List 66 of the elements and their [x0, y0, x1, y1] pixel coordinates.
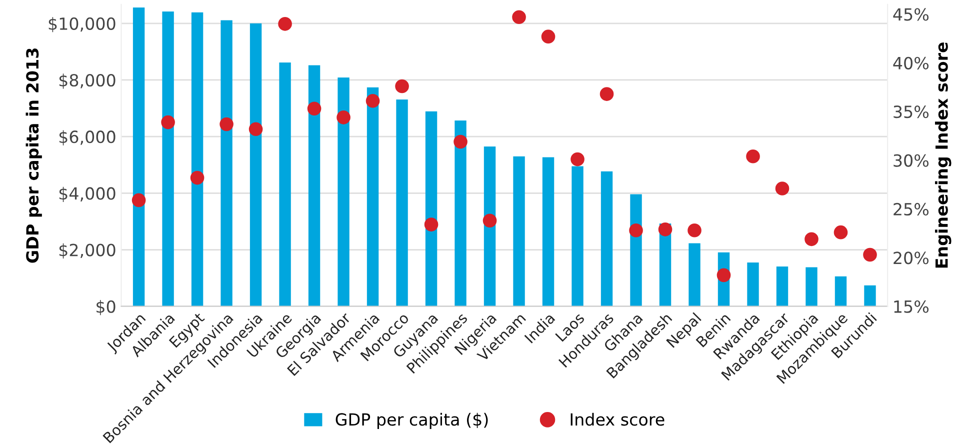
point: [804, 232, 818, 246]
bar: [308, 65, 320, 306]
bar: [864, 285, 876, 306]
bar: [132, 8, 145, 306]
bar: [279, 62, 291, 306]
bar: [250, 23, 262, 306]
y-tick-label: $8,000: [59, 74, 116, 89]
point: [424, 218, 438, 232]
point: [278, 17, 292, 31]
point: [658, 222, 672, 236]
point: [190, 170, 204, 185]
y2-tick-label: 20%: [894, 252, 929, 264]
y-tick-label: $0: [96, 300, 116, 316]
bar: [542, 157, 554, 306]
bar: [688, 243, 700, 306]
bar: [220, 20, 232, 306]
y-tick-label: $4,000: [59, 186, 116, 202]
bar: [425, 111, 438, 306]
y-tick-label: $6,000: [59, 130, 116, 146]
y2-tick-label: 35%: [894, 106, 929, 118]
point: [775, 182, 790, 196]
legend-label: Index score: [570, 412, 664, 426]
y2-tick-label: 45%: [893, 8, 929, 21]
point: [454, 134, 468, 149]
bar: [806, 267, 818, 306]
y2-tick-label: 25%: [894, 202, 929, 216]
point: [512, 10, 526, 24]
bar: [747, 262, 759, 306]
bar: [484, 146, 496, 306]
point: [161, 115, 175, 130]
bar: [338, 77, 350, 306]
bar: [513, 156, 525, 306]
bar: [396, 100, 408, 306]
point: [716, 268, 731, 282]
bar: [776, 266, 788, 306]
point: [482, 214, 497, 228]
point: [307, 102, 322, 116]
point: [220, 117, 234, 132]
point: [688, 223, 702, 238]
point: [746, 149, 760, 164]
bar: [162, 12, 174, 306]
point: [570, 152, 584, 166]
point: [132, 193, 146, 208]
point: [863, 248, 877, 262]
point: [248, 122, 263, 136]
bar: [834, 276, 847, 306]
bar: [191, 12, 204, 306]
point: [600, 87, 614, 101]
bar: [600, 171, 613, 306]
y-axis-title: GDP per capita in 2013: [26, 48, 42, 263]
point: [629, 223, 643, 238]
bar: [366, 87, 379, 306]
bar: [454, 120, 466, 306]
y2-tick-label: 30%: [894, 154, 929, 167]
y2-tick-label: 40%: [893, 56, 929, 70]
legend-label: GDP per capita ($): [336, 412, 488, 429]
point: [834, 225, 848, 240]
point: [336, 110, 350, 124]
y-tick-label: $10,000: [48, 17, 116, 32]
y-tick-label: $2,000: [59, 243, 116, 259]
point: [395, 79, 409, 94]
y2-tick-label: 15%: [894, 300, 929, 313]
y2-axis-title: Engineering Index score: [935, 42, 952, 268]
point: [366, 94, 380, 108]
point: [541, 30, 556, 44]
bar: [572, 166, 584, 306]
